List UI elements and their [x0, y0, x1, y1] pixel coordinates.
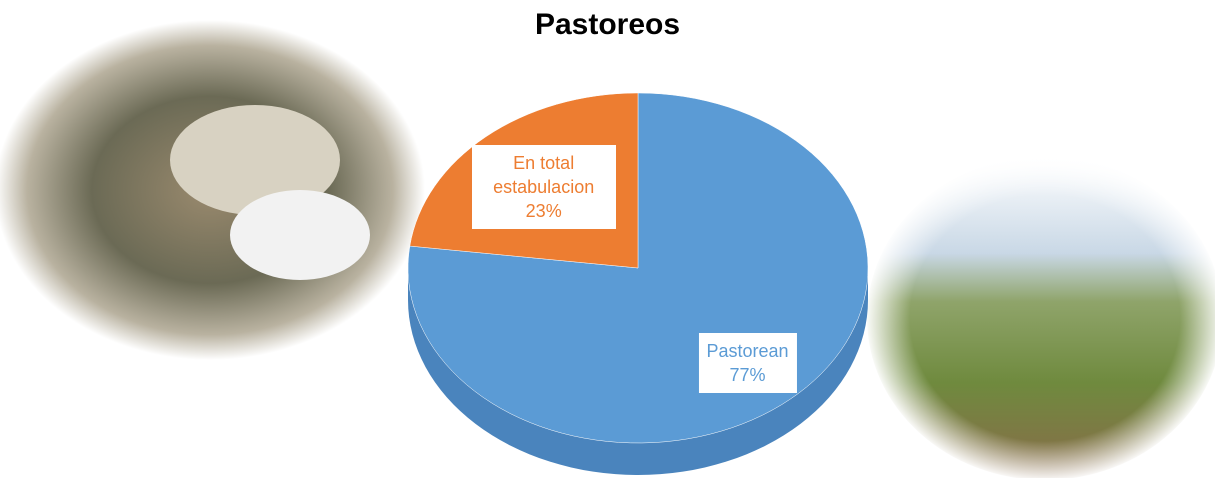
- slice-label: Pastorean 77%: [698, 332, 797, 393]
- photo-fade: [865, 154, 1215, 478]
- slice-category: En total estabulacion: [493, 152, 595, 197]
- slice-value: 23%: [525, 200, 562, 221]
- photo-sheep: [230, 190, 370, 280]
- slice-label: En total estabulacion 23%: [471, 144, 616, 229]
- slice-value: 77%: [729, 364, 766, 385]
- slice-category: Pastorean: [706, 340, 789, 361]
- chart-title: Pastoreos: [534, 8, 681, 41]
- photo-sheep: [170, 105, 340, 215]
